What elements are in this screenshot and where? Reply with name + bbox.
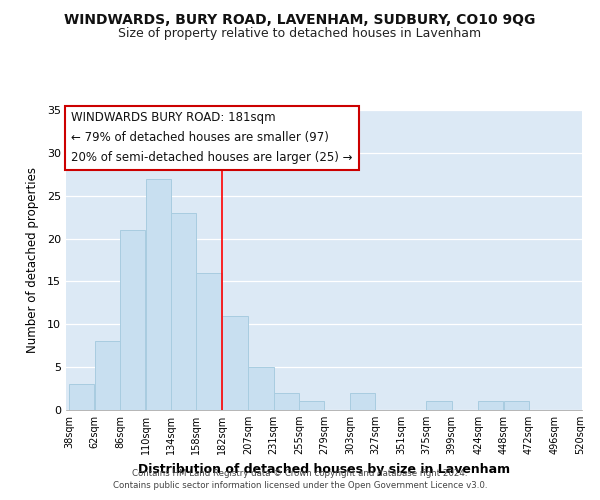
Bar: [171, 213, 196, 410]
Text: WINDWARDS, BURY ROAD, LAVENHAM, SUDBURY, CO10 9QG: WINDWARDS, BURY ROAD, LAVENHAM, SUDBURY,…: [64, 12, 536, 26]
Bar: [478, 402, 503, 410]
Bar: [95, 342, 120, 410]
Bar: [196, 273, 221, 410]
X-axis label: Distribution of detached houses by size in Lavenham: Distribution of detached houses by size …: [138, 462, 510, 475]
Text: WINDWARDS BURY ROAD: 181sqm
← 79% of detached houses are smaller (97)
20% of sem: WINDWARDS BURY ROAD: 181sqm ← 79% of det…: [71, 112, 353, 164]
Text: Contains public sector information licensed under the Open Government Licence v3: Contains public sector information licen…: [113, 481, 487, 490]
Bar: [222, 316, 248, 410]
Text: Contains HM Land Registry data © Crown copyright and database right 2024.: Contains HM Land Registry data © Crown c…: [132, 468, 468, 477]
Bar: [274, 393, 299, 410]
Bar: [248, 367, 274, 410]
Bar: [146, 178, 171, 410]
Text: Size of property relative to detached houses in Lavenham: Size of property relative to detached ho…: [118, 28, 482, 40]
Bar: [427, 402, 452, 410]
Y-axis label: Number of detached properties: Number of detached properties: [26, 167, 38, 353]
Bar: [504, 402, 529, 410]
Bar: [120, 230, 145, 410]
Bar: [350, 393, 375, 410]
Bar: [299, 402, 325, 410]
Bar: [70, 384, 94, 410]
